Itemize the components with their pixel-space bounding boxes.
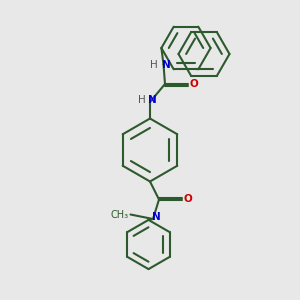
Text: O: O [184,194,193,205]
Text: H: H [138,94,146,105]
Text: N: N [148,94,157,105]
Text: H: H [150,59,158,70]
Text: CH₃: CH₃ [111,209,129,220]
Text: N: N [161,59,170,70]
Text: N: N [152,212,160,223]
Text: O: O [190,79,199,89]
